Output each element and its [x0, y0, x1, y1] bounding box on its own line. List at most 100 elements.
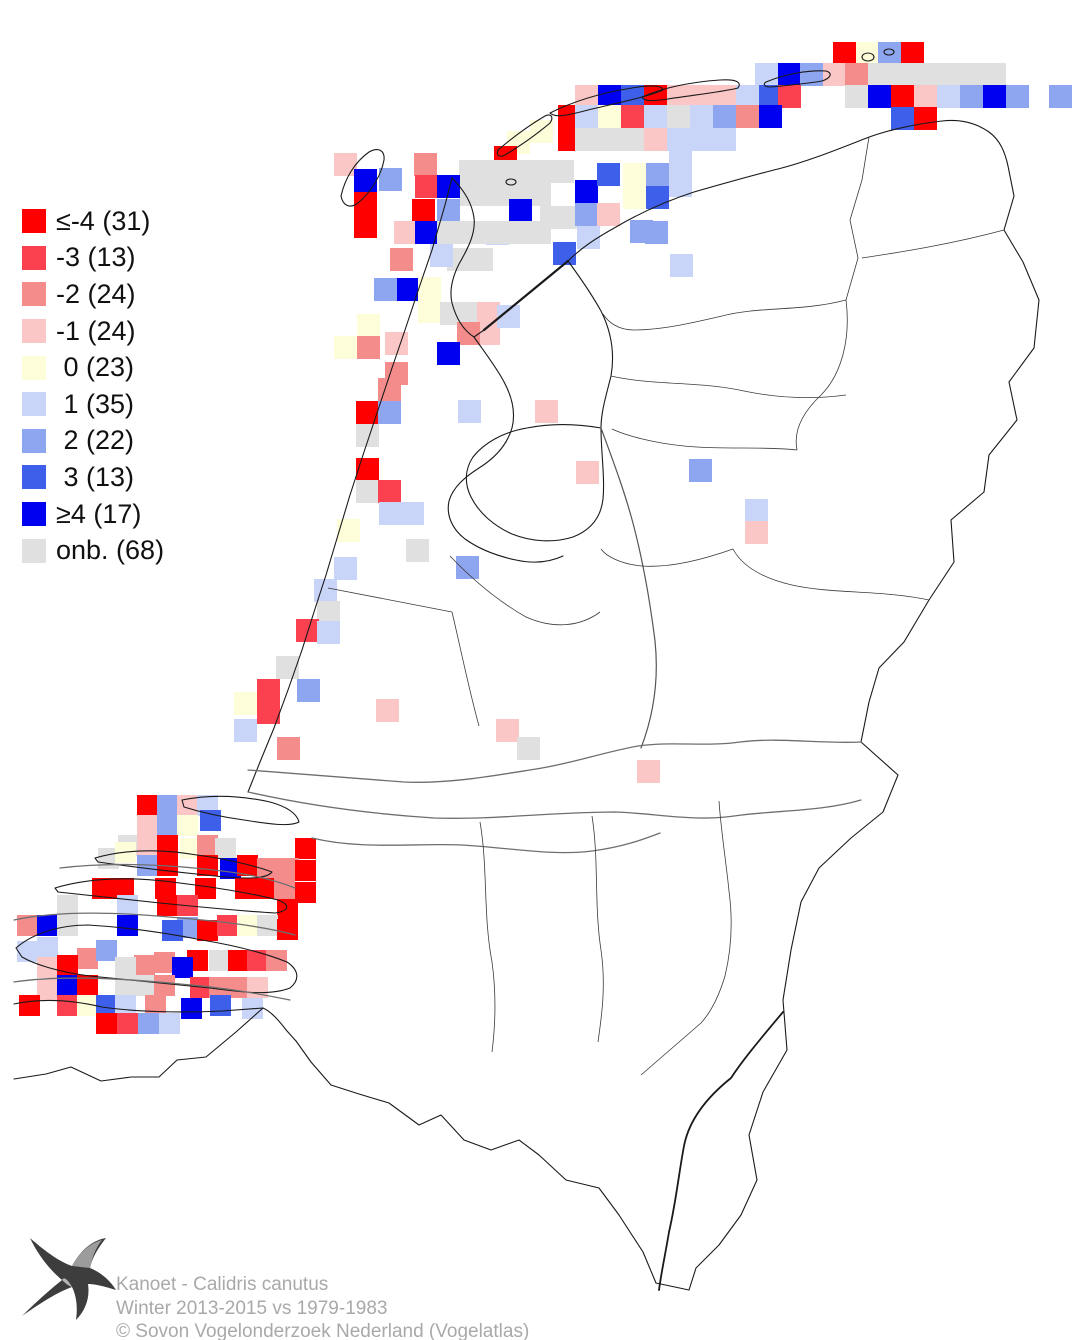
atlas-cell-z	[177, 815, 198, 836]
atlas-cell-o	[257, 915, 278, 936]
island-walcheren-beveland	[15, 924, 298, 994]
atlas-cell-m3	[621, 105, 644, 128]
atlas-cell-m2	[845, 63, 868, 86]
atlas-cell-p2	[878, 42, 901, 65]
legend-item-m4: ≤-4 (31)	[22, 203, 164, 240]
atlas-cell-m4	[644, 85, 667, 108]
atlas-cell-m2	[736, 105, 759, 128]
atlas-cell-m4	[157, 835, 178, 856]
atlas-cell-z	[334, 336, 357, 359]
coastline-noordholland-head	[450, 177, 485, 338]
atlas-cell-m4	[255, 878, 276, 899]
atlas-cell-o	[505, 221, 528, 244]
atlas-cell-m1	[477, 322, 500, 345]
atlas-cell-p2	[456, 556, 479, 579]
atlas-cell-p4	[37, 915, 58, 936]
atlas-cell-o	[459, 183, 482, 206]
islet-rottum	[861, 48, 895, 62]
atlas-cell-p2	[437, 199, 460, 222]
atlas-cell-p1	[37, 937, 58, 958]
atlas-cell-m1	[575, 85, 598, 108]
atlas-cell-p4	[868, 85, 891, 108]
atlas-cell-m4	[354, 192, 377, 215]
estuary-westerschelde	[13, 977, 291, 1001]
atlas-cell-m4	[354, 215, 377, 238]
atlas-cell-m1	[477, 302, 500, 325]
border-overijssel-gelderland	[732, 548, 930, 601]
border-utrecht-noordholland	[449, 555, 601, 626]
atlas-cell-p1	[669, 151, 692, 174]
atlas-cell-m1	[394, 221, 417, 244]
atlas-cell-p3	[200, 810, 221, 831]
atlas-cell-o	[937, 63, 960, 86]
atlas-cell-m4	[901, 42, 924, 65]
border-groningen-drenthe	[861, 229, 1005, 259]
geography-layer	[13, 48, 1040, 1291]
atlas-cell-o	[437, 221, 460, 244]
atlas-cell-m2	[154, 952, 175, 973]
atlas-cell-p2	[689, 459, 712, 482]
atlas-cell-p4	[117, 915, 138, 936]
island-schouwen-tholen	[54, 878, 288, 914]
atlas-cell-o	[459, 221, 482, 244]
river-maas	[311, 832, 661, 854]
atlas-cell-m3	[257, 701, 280, 724]
atlas-cell-o	[470, 248, 493, 271]
coast-markermeer-west	[447, 336, 564, 563]
atlas-cell-m1	[37, 979, 58, 1000]
atlas-cell-m1	[496, 719, 519, 742]
atlas-cell-z	[337, 519, 360, 542]
atlas-cell-p1	[334, 557, 357, 580]
rivers-layer	[13, 739, 862, 1001]
legend-swatch	[22, 392, 46, 417]
atlas-cell-o	[482, 183, 505, 206]
atlas-cell-p4	[509, 199, 532, 222]
atlas-cell-m1	[713, 85, 736, 108]
atlas-cell-p2	[575, 203, 598, 226]
atlas-cell-o	[482, 160, 505, 183]
atlas-cell-m4	[235, 878, 256, 899]
atlas-cell-m4	[356, 401, 379, 424]
atlas-cell-m4	[412, 199, 435, 222]
atlas-cell-p2	[297, 679, 320, 702]
legend-item-o: onb. (68)	[22, 532, 164, 569]
atlas-cell-m3	[247, 950, 268, 971]
atlas-cell-o	[215, 838, 236, 859]
atlas-cell-p2	[646, 163, 669, 186]
border-belgium-south	[295, 1040, 690, 1291]
atlas-cell-p1	[497, 305, 520, 328]
atlas-cell-m4	[914, 107, 937, 130]
legend-item-p1: 1 (35)	[22, 386, 164, 423]
atlas-cell-m1	[137, 835, 158, 856]
coast-zeeuws-vlaanderen-north	[13, 999, 297, 1042]
atlas-cell-o	[960, 63, 983, 86]
map-caption: Kanoet - Calidris canutus Winter 2013-20…	[116, 1273, 529, 1340]
border-noordholland-zuidholland	[327, 587, 453, 613]
atlas-cell-m2	[17, 915, 38, 936]
atlas-cell-z	[623, 186, 646, 209]
atlas-cell-m1	[823, 63, 846, 86]
legend-label: 2 (22)	[56, 425, 135, 456]
atlas-cell-o	[57, 915, 78, 936]
atlas-cell-m2	[145, 995, 166, 1016]
border-germany-east	[688, 165, 1040, 1291]
atlas-cell-m4	[197, 920, 218, 941]
atlas-cell-p4	[437, 342, 460, 365]
atlas-cell-m2	[154, 975, 175, 996]
border-brabant-mid	[591, 815, 604, 1043]
atlas-cell-p4	[354, 169, 377, 192]
atlas-cell-p1	[379, 502, 402, 525]
atlas-cell-p1	[755, 63, 778, 86]
atlas-cell-m4	[356, 458, 379, 481]
atlas-cell-p2	[960, 85, 983, 108]
atlas-cell-m2	[134, 955, 155, 976]
atlas-cell-p1	[317, 621, 340, 644]
atlas-cell-o	[356, 480, 379, 503]
province-borders-layer	[327, 136, 1005, 1076]
atlas-cell-p2	[157, 795, 178, 816]
atlas-cell-m4	[295, 882, 316, 903]
border-overijssel-west	[611, 428, 798, 451]
atlas-cell-p2	[1049, 85, 1072, 108]
